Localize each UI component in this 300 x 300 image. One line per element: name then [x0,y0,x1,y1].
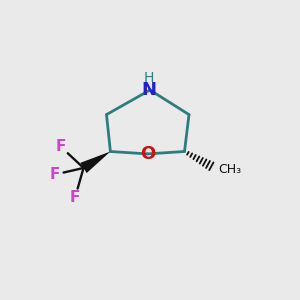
Text: F: F [70,190,80,205]
Text: N: N [141,81,156,99]
Polygon shape [80,152,110,173]
Text: H: H [143,71,154,85]
Text: F: F [50,167,60,182]
Text: O: O [140,145,155,163]
Text: F: F [56,140,66,154]
Text: CH₃: CH₃ [218,163,242,176]
